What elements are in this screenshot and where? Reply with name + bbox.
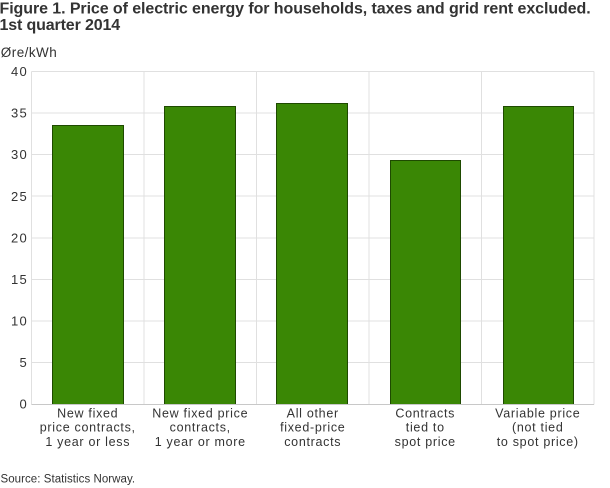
svg-text:5: 5 (19, 355, 28, 370)
svg-text:Figure 1. Price of electric en: Figure 1. Price of electric energy for h… (0, 1, 591, 18)
svg-text:price contracts,: price contracts, (40, 421, 136, 435)
svg-text:Contracts: Contracts (395, 406, 455, 420)
svg-text:contracts,: contracts, (170, 421, 231, 435)
svg-text:(not tied: (not tied (512, 421, 563, 435)
svg-text:20: 20 (11, 230, 28, 245)
svg-text:1st quarter 2014: 1st quarter 2014 (0, 17, 120, 34)
svg-text:All other: All other (287, 406, 339, 420)
svg-text:fixed-price: fixed-price (280, 421, 345, 435)
svg-text:contracts: contracts (284, 435, 341, 449)
svg-text:25: 25 (11, 189, 28, 204)
svg-text:spot price: spot price (395, 435, 456, 449)
svg-text:40: 40 (11, 64, 28, 79)
svg-text:Variable price: Variable price (495, 406, 580, 420)
svg-text:Source: Statistics Norway.: Source: Statistics Norway. (1, 473, 136, 485)
svg-text:10: 10 (11, 314, 28, 329)
svg-text:New fixed: New fixed (57, 406, 118, 420)
svg-text:1 year or more: 1 year or more (155, 435, 246, 449)
svg-text:15: 15 (11, 272, 28, 287)
svg-text:Øre/kWh: Øre/kWh (1, 45, 57, 60)
svg-text:tied to: tied to (406, 421, 445, 435)
svg-text:35: 35 (11, 106, 28, 121)
svg-text:1 year or less: 1 year or less (45, 435, 130, 449)
svg-text:30: 30 (11, 147, 28, 162)
svg-text:to spot price): to spot price) (497, 435, 579, 449)
svg-text:0: 0 (19, 397, 28, 412)
svg-text:New fixed price: New fixed price (152, 406, 248, 420)
